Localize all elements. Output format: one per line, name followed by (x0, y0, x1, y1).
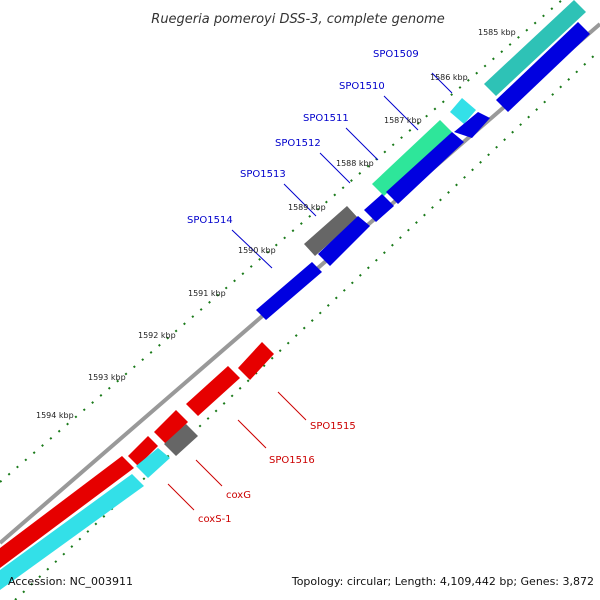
cds-forward-top[interactable] (496, 22, 590, 112)
map-title: Ruegeria pomeroyi DSS-3, complete genome (151, 12, 444, 27)
scale-label: 1592 kbp (138, 331, 176, 340)
leader-spo1510 (383, 95, 419, 131)
scale-label: 1587 kbp (384, 116, 422, 125)
gene-label-spo1513[interactable]: SPO1513 (240, 169, 286, 180)
leader-coxG (195, 459, 223, 487)
cds-forward-spo1511[interactable] (386, 132, 464, 204)
cds-reverse-coxG[interactable] (154, 410, 188, 444)
accession-text: Accession: NC_003911 (8, 575, 133, 588)
leader-spo1515 (277, 391, 307, 421)
inner-tick-ring (14, 49, 600, 600)
scale-label: 1590 kbp (238, 246, 276, 255)
outer-scale-ring (0, 0, 563, 483)
scale-label: 1593 kbp (88, 373, 126, 382)
leader-spo1513 (283, 183, 317, 217)
cds-forward-spo1510[interactable] (454, 112, 490, 138)
feature-gray-spo1514[interactable] (304, 206, 358, 256)
scale-label: 1586 kbp (430, 73, 468, 82)
cds-forward-spo1514[interactable] (256, 262, 322, 320)
scale-label: 1594 kbp (36, 411, 74, 420)
leader-spo1511 (345, 127, 379, 161)
gene-label-spo1510[interactable]: SPO1510 (339, 81, 385, 92)
leader-coxS-1 (167, 483, 195, 511)
feature-cyan-coxS[interactable] (136, 448, 170, 478)
cds-reverse-spo1516[interactable] (186, 366, 240, 416)
leader-spo1512 (319, 152, 351, 184)
cds-reverse-long[interactable] (0, 456, 134, 568)
cds-forward-spo1512[interactable] (364, 194, 394, 222)
gene-label-coxS-1[interactable]: coxS-1 (198, 514, 232, 525)
gene-label-spo1512[interactable]: SPO1512 (275, 138, 321, 149)
feature-green-spo1511[interactable] (372, 120, 452, 196)
cds-reverse-coxS-1[interactable] (128, 436, 158, 466)
leader-spo1516 (237, 419, 267, 449)
feature-cyan-spo1509[interactable] (450, 98, 476, 124)
genome-summary-text: Topology: circular; Length: 4,109,442 bp… (291, 575, 594, 588)
feature-gray-coxG[interactable] (164, 424, 198, 456)
cds-forward-spo1513[interactable] (318, 216, 370, 266)
scale-label: 1585 kbp (478, 28, 516, 37)
feature-teal-top[interactable] (484, 0, 586, 96)
leader-spo1509 (431, 72, 453, 94)
feature-cyan-long[interactable] (0, 474, 144, 590)
scale-label: 1591 kbp (188, 289, 226, 298)
gene-label-spo1515[interactable]: SPO1515 (310, 421, 356, 432)
leader-spo1514 (231, 229, 273, 269)
gene-label-spo1516[interactable]: SPO1516 (269, 455, 315, 466)
scale-label: 1589 kbp (288, 203, 326, 212)
gene-label-spo1514[interactable]: SPO1514 (187, 215, 233, 226)
cds-reverse-spo1515[interactable] (238, 342, 274, 380)
gene-label-coxG[interactable]: coxG (226, 490, 251, 501)
gene-label-spo1509[interactable]: SPO1509 (373, 49, 419, 60)
scale-label: 1588 kbp (336, 159, 374, 168)
gene-label-spo1511[interactable]: SPO1511 (303, 113, 349, 124)
